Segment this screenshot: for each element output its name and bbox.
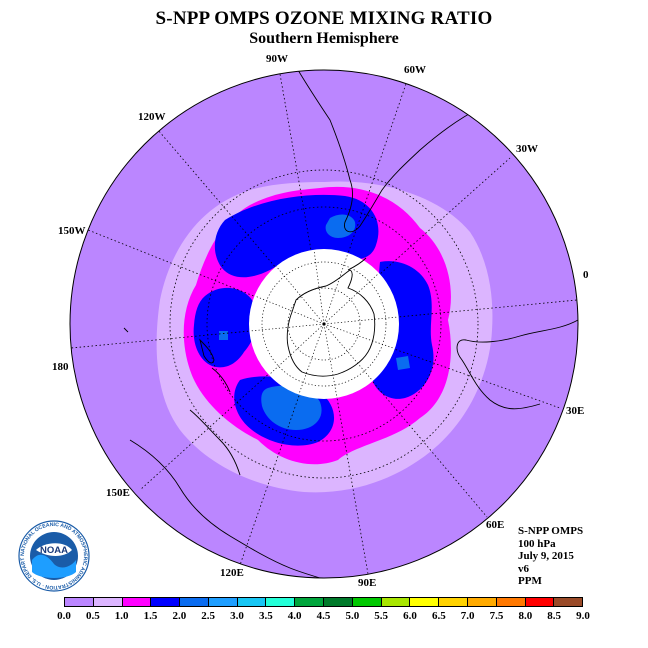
- colorbar-tick-label: 9.0: [576, 610, 590, 622]
- colorbar-segment: [151, 598, 181, 606]
- lon-label-120e: 120E: [220, 567, 244, 579]
- colorbar-segment: [180, 598, 209, 606]
- colorbar-tick-label: 0.0: [57, 610, 71, 622]
- colorbar-tick-label: 4.5: [316, 610, 331, 622]
- colorbar-tick-label: 2.0: [172, 610, 187, 622]
- colorbar-segment: [410, 598, 440, 606]
- colorbar-segment: [352, 598, 382, 606]
- lon-label-30e: 30E: [566, 405, 584, 417]
- contour-band-ltblue-west: [219, 331, 228, 340]
- colorbar-tick-labels: 0.0 0.5 1.0 1.5 2.0 2.5 3.0 3.5 4.0 4.5 5.0 5.5 6.0 6…: [57, 610, 590, 624]
- lon-label-180: 180: [52, 361, 69, 373]
- colorbar-segment: [381, 598, 411, 606]
- colorbar-tick-label: 7.0: [460, 610, 475, 622]
- info-units: PPM: [518, 575, 542, 587]
- lon-label-150e: 150E: [106, 487, 130, 499]
- colorbar-tick-label: 2.5: [201, 610, 216, 622]
- colorbar-segment: [324, 598, 353, 606]
- antarctica-coast: [286, 257, 376, 377]
- info-version: v6: [518, 562, 529, 575]
- colorbar-tick-label: 1.0: [114, 610, 129, 622]
- info-instrument: S-NPP OMPS: [518, 525, 584, 537]
- info-level: 100 hPa: [518, 537, 556, 550]
- colorbar-tick-label: 3.0: [230, 610, 244, 622]
- colorbar-segment: [295, 598, 325, 606]
- colorbar-segment: [439, 598, 468, 606]
- colorbar-segment: [467, 598, 497, 606]
- colorbar: [64, 597, 583, 607]
- lon-label-90w: 90W: [266, 53, 288, 65]
- chart-subtitle: Southern Hemisphere: [249, 30, 399, 47]
- colorbar-tick-label: 4.0: [287, 610, 302, 622]
- colorbar-tick-label: 0.5: [85, 610, 100, 622]
- info-box: S-NPP OMPS 100 hPa July 9, 2015 v6 PPM: [518, 525, 583, 588]
- colorbar-segment: [208, 598, 238, 606]
- colorbar-segment: [266, 598, 296, 606]
- colorbar-tick-label: 5.5: [374, 610, 389, 622]
- info-date: July 9, 2015: [518, 550, 574, 562]
- lon-label-0: 0: [583, 269, 589, 281]
- colorbar-segment: [93, 598, 123, 606]
- contour-band-blue-west: [193, 287, 258, 368]
- colorbar-segment: [496, 598, 526, 606]
- colorbar-tick-label: 8.0: [518, 610, 533, 622]
- colorbar-tick-label: 6.0: [403, 610, 417, 622]
- contour-band-ltblue-north: [325, 214, 356, 238]
- globe-outline: [69, 69, 579, 579]
- lon-label-60w: 60W: [404, 64, 426, 76]
- svg-text:NOAA: NOAA: [40, 545, 68, 556]
- colorbar-segment: [525, 598, 555, 606]
- lon-label-30w: 30W: [516, 143, 538, 155]
- lon-label-60e: 60E: [486, 519, 504, 531]
- colorbar-tick-label: 7.5: [489, 610, 504, 622]
- colorbar-tick-label: 5.0: [345, 610, 360, 622]
- colorbar-segment: [122, 598, 152, 606]
- polar-graticule: [249, 249, 399, 399]
- lon-label-90e: 90E: [358, 577, 376, 589]
- lon-label-120w: 120W: [138, 111, 166, 123]
- colorbar-tick-label: 3.5: [258, 610, 273, 622]
- colorbar-segment: [65, 598, 94, 606]
- chart-title: S-NPP OMPS OZONE MIXING RATIO: [155, 8, 493, 29]
- south-pole-dot: [322, 322, 326, 326]
- colorbar-tick-label: 1.5: [143, 610, 158, 622]
- contour-band-ltblue-east: [396, 356, 410, 370]
- noaa-logo: NATIONAL OCEANIC AND ATMOSPHERIC ADMINIS…: [18, 520, 90, 592]
- colorbar-tick-label: 8.5: [547, 610, 562, 622]
- lon-label-150w: 150W: [58, 225, 86, 237]
- colorbar-segment: [554, 598, 583, 606]
- colorbar-tick-label: 6.5: [431, 610, 446, 622]
- colorbar-segment: [237, 598, 267, 606]
